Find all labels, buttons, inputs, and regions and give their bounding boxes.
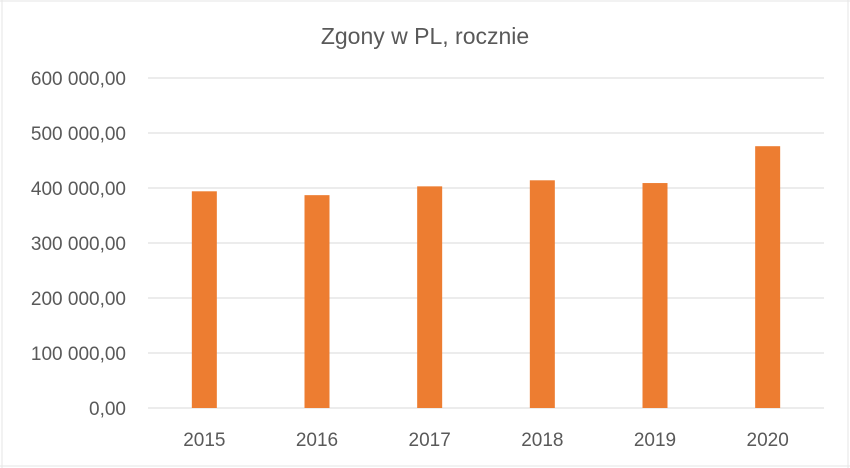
bar-2015: [191, 191, 217, 408]
x-tick-label: 2016: [296, 430, 338, 451]
bar-2017: [417, 186, 443, 408]
gridlines: [148, 77, 824, 409]
bar-2016: [304, 195, 330, 408]
x-axis-tick-labels: 2015 2016 2017 2018 2019 2020: [183, 430, 789, 451]
x-tick-label: 2019: [634, 430, 676, 451]
bar-2019: [642, 183, 668, 408]
bar-series: [191, 146, 781, 408]
y-tick-label: 100 000,00: [31, 344, 126, 365]
bar-2018: [529, 180, 555, 408]
x-tick-label: 2018: [521, 430, 563, 451]
y-tick-label: 400 000,00: [31, 179, 126, 200]
x-tick-label: 2020: [747, 430, 789, 451]
y-tick-label: 600 000,00: [31, 69, 126, 90]
y-tick-label: 500 000,00: [31, 124, 126, 145]
y-tick-label: 300 000,00: [31, 234, 126, 255]
x-tick-label: 2017: [409, 430, 451, 451]
y-tick-label: 0,00: [89, 399, 126, 420]
x-tick-label: 2015: [183, 430, 225, 451]
y-tick-label: 200 000,00: [31, 289, 126, 310]
bar-2020: [755, 146, 781, 408]
chart-title: Zgony w PL, rocznie: [321, 23, 529, 49]
y-axis-tick-labels: 0,00 100 000,00 200 000,00 300 000,00 400 00…: [31, 69, 126, 420]
